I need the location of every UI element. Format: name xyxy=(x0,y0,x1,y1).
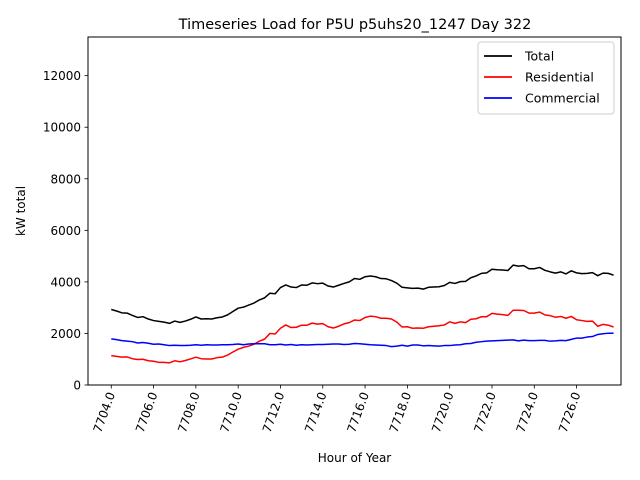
y-tick-label: 6000 xyxy=(50,224,81,238)
y-tick-label: 4000 xyxy=(50,275,81,289)
y-tick-label: 8000 xyxy=(50,172,81,186)
chart-title: Timeseries Load for P5U p5uhs20_1247 Day… xyxy=(178,17,532,33)
legend-box xyxy=(477,41,615,115)
y-tick-label: 2000 xyxy=(50,327,81,341)
x-axis-label: Hour of Year xyxy=(318,451,392,465)
y-tick-label: 0 xyxy=(73,379,81,393)
y-tick-label: 12000 xyxy=(43,69,81,83)
series-layer xyxy=(111,264,614,364)
series-line-total xyxy=(111,264,614,325)
axes-frame xyxy=(87,36,622,386)
y-axis-ticks: 0 2000 4000 6000 8000 10000 12000 xyxy=(43,69,88,393)
legend-label-total: Total xyxy=(524,49,554,64)
y-tick-label: 10000 xyxy=(43,121,81,135)
series-line-commercial xyxy=(111,332,614,348)
series-line-residential xyxy=(111,309,614,364)
legend: Total Residential Commercial xyxy=(477,41,615,115)
legend-label-commercial: Commercial xyxy=(525,91,600,106)
legend-label-residential: Residential xyxy=(525,70,594,85)
y-axis-label: kW total xyxy=(14,186,28,236)
